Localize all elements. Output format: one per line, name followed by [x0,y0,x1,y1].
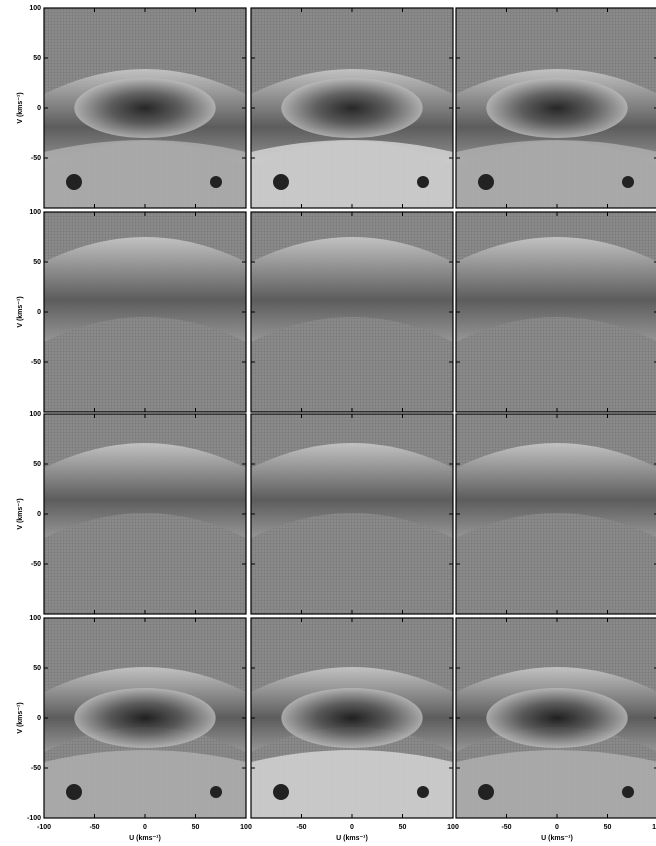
y-tick-label: 100 [29,209,41,216]
y-tick-label: 100 [29,615,41,622]
density-core [486,688,628,748]
panel-image [456,618,656,818]
panel-image [456,414,656,614]
panel [250,617,454,819]
density-core [281,688,423,748]
density-low [44,140,246,208]
x-tick-label: 100 [652,824,656,831]
y-axis-label: V (kms⁻¹) [17,92,24,123]
panel [250,7,454,209]
density-core [74,688,216,748]
hole [622,176,634,188]
panel [455,413,656,615]
density-core [281,78,423,138]
panel-image [456,212,656,412]
hole [417,176,429,188]
density-low [44,750,246,818]
hole [622,786,634,798]
x-tick-label: -50 [89,824,99,831]
panel [43,617,247,819]
y-tick-label: -100 [27,815,41,822]
x-tick-label: -50 [296,824,306,831]
panel-image [44,8,246,208]
panel [250,413,454,615]
density-low [456,140,656,208]
density-low [251,750,453,818]
panel [43,7,247,209]
density-band [456,237,656,342]
y-tick-label: -50 [31,561,41,568]
y-tick-label: -50 [31,359,41,366]
x-tick-label: -50 [501,824,511,831]
y-axis-label: V (kms⁻¹) [17,702,24,733]
panel [455,211,656,413]
panel [455,7,656,209]
hole [210,176,222,188]
y-tick-label: 50 [33,665,41,672]
x-tick-label: 50 [192,824,200,831]
density-band [44,443,246,538]
panel-image [251,414,453,614]
y-tick-label: 100 [29,411,41,418]
panel-image [44,618,246,818]
y-tick-label: -50 [31,765,41,772]
hole [210,786,222,798]
x-axis-label: U (kms⁻¹) [541,835,573,842]
x-tick-label: 0 [555,824,559,831]
hole [478,784,494,800]
hole [417,786,429,798]
y-tick-label: 0 [37,511,41,518]
hole [273,784,289,800]
hole [66,174,82,190]
x-tick-label: 100 [240,824,252,831]
y-axis-label: V (kms⁻¹) [17,498,24,529]
hole [273,174,289,190]
panel-image [251,8,453,208]
density-low [251,140,453,208]
panel-image [44,414,246,614]
density-low [456,750,656,818]
panel-image [251,618,453,818]
y-tick-label: 50 [33,259,41,266]
y-tick-label: 0 [37,309,41,316]
x-tick-label: 0 [143,824,147,831]
hole [478,174,494,190]
density-core [486,78,628,138]
density-band [44,237,246,342]
x-axis-label: U (kms⁻¹) [336,835,368,842]
panel-image [456,8,656,208]
x-axis-label: U (kms⁻¹) [129,835,161,842]
x-tick-label: 0 [350,824,354,831]
y-tick-label: -50 [31,155,41,162]
panel [455,617,656,819]
x-tick-label: 50 [399,824,407,831]
panel-image [251,212,453,412]
y-tick-label: 0 [37,715,41,722]
x-tick-label: 50 [604,824,612,831]
panel [43,413,247,615]
y-tick-label: 100 [29,5,41,12]
y-axis-label: V (kms⁻¹) [17,296,24,327]
x-tick-label: 100 [447,824,459,831]
y-tick-label: 50 [33,461,41,468]
panel [250,211,454,413]
density-band [251,443,453,538]
y-tick-label: 0 [37,105,41,112]
density-band [251,237,453,342]
density-band [456,443,656,538]
density-core [74,78,216,138]
hole [66,784,82,800]
panel [43,211,247,413]
panel-image [44,212,246,412]
x-tick-label: -100 [37,824,51,831]
y-tick-label: 50 [33,55,41,62]
